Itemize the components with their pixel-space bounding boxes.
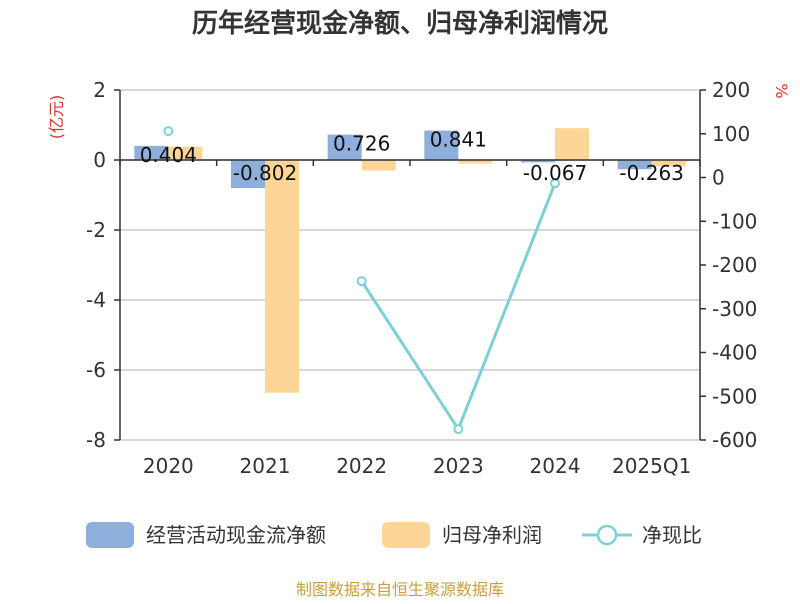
bar-cashflow	[521, 160, 555, 163]
ratio-line-segment	[360, 280, 460, 430]
right-tick-label: -200	[712, 253, 757, 277]
right-tick-label: 0	[712, 166, 725, 190]
left-axis-unit: (亿元)	[47, 95, 66, 140]
bar-net-profit	[651, 160, 686, 167]
right-tick-label: -600	[712, 428, 757, 452]
right-tick-label: -300	[712, 297, 757, 321]
source-note: 制图数据来自恒生聚源数据库	[296, 580, 504, 599]
legend-label-net-profit: 归母净利润	[442, 523, 542, 547]
ratio-point	[453, 424, 464, 435]
bar-cashflow	[327, 134, 362, 160]
bar-cashflow	[134, 145, 169, 160]
data-label-cashflow: -0.802	[233, 161, 297, 185]
x-tick-label: 2021	[240, 454, 291, 478]
ratio-point	[356, 276, 367, 287]
left-tick-label: -8	[86, 428, 106, 452]
ratio-line	[163, 126, 560, 435]
right-tick-label: -100	[712, 209, 757, 233]
x-tick-label: 2023	[433, 454, 484, 478]
data-label-cashflow: -0.263	[619, 161, 683, 185]
ratio-point	[163, 126, 174, 137]
right-tick-label: 200	[712, 78, 750, 102]
left-tick-label: -2	[86, 218, 106, 242]
legend-label-cashflow: 经营活动现金流净额	[146, 523, 326, 547]
bar-net-profit	[168, 146, 203, 160]
left-tick-label: 0	[93, 148, 106, 172]
legend: 经营活动现金流净额 归母净利润 净现比	[86, 522, 702, 548]
right-tick-label: -500	[712, 384, 757, 408]
data-label-cashflow: -0.067	[523, 161, 587, 185]
left-tick-label: -6	[86, 358, 106, 382]
bar-net-profit	[458, 160, 493, 164]
gridlines	[120, 89, 700, 441]
bar-net-profit	[361, 160, 396, 171]
legend-label-ratio: 净现比	[642, 523, 702, 547]
x-tick-label: 2025Q1	[612, 454, 691, 478]
bar-net-profit	[265, 160, 299, 393]
bar-net-profit	[555, 128, 589, 160]
bars	[134, 128, 686, 393]
right-axis-unit: %	[772, 83, 791, 98]
data-label-cashflow: 0.404	[140, 143, 197, 167]
data-labels: 0.404 -0.802 0.726 0.841 -0.067 -0.263	[140, 128, 684, 185]
right-tick-label: 100	[712, 122, 750, 146]
x-tick-label: 2022	[336, 454, 387, 478]
ratio-point	[550, 178, 560, 189]
x-tick-label: 2024	[530, 454, 581, 478]
legend-marker-ratio	[596, 524, 618, 546]
bar-cashflow	[424, 130, 459, 160]
bar-cashflow	[617, 160, 652, 170]
chart-title: 历年经营现金净额、归母净利润情况	[192, 8, 608, 39]
legend-swatch-net-profit	[382, 522, 430, 548]
left-tick-label: -4	[86, 288, 106, 312]
x-tick-label: 2020	[143, 454, 194, 478]
data-label-cashflow: 0.726	[333, 132, 390, 156]
ratio-line-segment	[456, 182, 557, 430]
right-tick-label: -400	[712, 341, 757, 365]
axes	[114, 89, 706, 441]
tick-labels: 2 0 -2 -4 -6 -8 200 100 0 -100 -200 -300 -400 -500 -60…	[86, 78, 757, 478]
bar-cashflow	[231, 160, 265, 189]
data-label-cashflow: 0.841	[430, 128, 487, 152]
left-tick-label: 2	[93, 78, 106, 102]
legend-swatch-cashflow	[86, 522, 134, 548]
